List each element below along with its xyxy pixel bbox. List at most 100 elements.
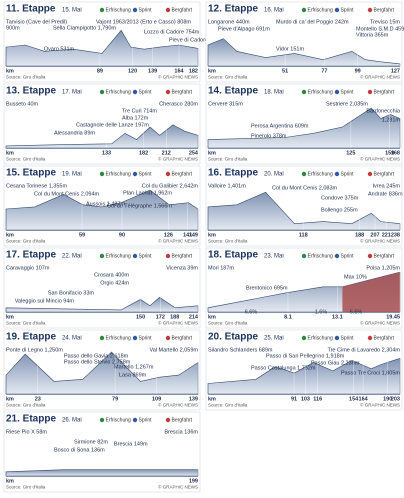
legend-icon xyxy=(132,335,138,341)
place-label: Col du Mont Cenis 2,083m xyxy=(272,185,338,191)
panel-bg xyxy=(205,1,403,83)
legend-icon xyxy=(334,335,340,341)
legend-label: Bergfahrt xyxy=(172,7,193,13)
km-label: km xyxy=(208,314,216,320)
credit: © GRAPHIC NEWS xyxy=(360,74,400,80)
km-label: km xyxy=(6,396,14,402)
legend-label: Sprint xyxy=(139,253,153,259)
legend-label: Sprint xyxy=(341,7,355,13)
legend-icon xyxy=(301,171,307,177)
place-label: Passo Giau 2,236m xyxy=(311,360,360,366)
credit: © GRAPHIC NEWS xyxy=(360,156,400,162)
stage-number: 14. Etappe xyxy=(208,86,258,97)
place-label: Vicenza 39m xyxy=(166,265,198,271)
stage-panel: 21. Etappe 26. Mai Erfrischung Sprint Bergfa… xyxy=(3,411,201,493)
place-label: Vittoria 365m xyxy=(356,32,389,38)
place-label: Crosara 400m xyxy=(94,272,129,278)
stage-date: 22. Mai xyxy=(62,254,82,260)
stage-date: 24. Mai xyxy=(62,336,82,342)
legend-icon xyxy=(99,335,105,341)
place-label: Cherasco 280m xyxy=(159,101,198,107)
place-label: Bollengo 255m xyxy=(321,207,358,213)
km-tick-label: 154 xyxy=(349,396,359,402)
panel-bg xyxy=(3,1,201,83)
km-tick-label: 164 xyxy=(359,396,369,402)
legend-icon xyxy=(99,171,105,177)
km-tick-label: 91 xyxy=(291,396,297,402)
km-tick-label: 212 xyxy=(162,150,171,156)
source: Source: Giro d'Italia xyxy=(6,157,46,162)
place-label: Col du Galibier 2,642m xyxy=(142,183,199,189)
source: Source: Giro d'Italia xyxy=(6,321,46,326)
place-label: Ivrea 245m xyxy=(372,183,400,189)
place-label: Pieve d'Alpago 691m xyxy=(218,26,270,32)
credit: © GRAPHIC NEWS xyxy=(360,402,400,408)
legend-label: Sprint xyxy=(139,417,153,423)
source: Source: Giro d'Italia xyxy=(6,75,46,80)
stage-date: 20. Mai xyxy=(264,172,284,178)
credit: © GRAPHIC NEWS xyxy=(158,320,198,326)
km-tick-label: 238 xyxy=(391,232,400,238)
legend-icon xyxy=(99,89,105,95)
stage-panel: 19. Etappe 24. Mai Erfrischung Sprint Bergfa… xyxy=(3,329,201,411)
place-label: Murdo di ca' del Poggio 242m xyxy=(276,19,349,25)
stage-panel: 11. Etappe 15. Mai Erfrischung Sprint Bergfa… xyxy=(3,1,224,83)
place-label: Martello 1,267m xyxy=(114,364,154,370)
place-label: Andrate 836m xyxy=(368,191,403,197)
place-label: Pieve di Cadore 881m xyxy=(169,37,224,43)
credit: © GRAPHIC NEWS xyxy=(360,238,400,244)
place-label: Castagnole delle Lanze 197m xyxy=(76,122,149,128)
legend-label: Erfrischung xyxy=(106,335,132,341)
place-label: Tarvisio (Cave del Predil) xyxy=(6,19,67,25)
legend-label: Sprint xyxy=(139,335,153,341)
credit: © GRAPHIC NEWS xyxy=(158,74,198,80)
place-label: Ovaro 531m xyxy=(44,46,75,52)
legend-icon xyxy=(301,7,307,13)
place-label: Caravaggio 107m xyxy=(6,265,50,271)
place-label: Aussois 1,487m xyxy=(86,201,126,207)
km-tick-label: 207 xyxy=(370,232,379,238)
stage-date: 16. Mai xyxy=(264,8,284,14)
source: Source: Giro d'Italia xyxy=(208,157,248,162)
panel-bg xyxy=(3,411,201,493)
stage-number: 11. Etappe xyxy=(6,4,56,15)
legend-icon xyxy=(334,7,340,13)
legend-icon xyxy=(334,253,340,259)
stage-number: 16. Etappe xyxy=(208,168,258,179)
km-tick-label: 188 xyxy=(355,232,364,238)
km-tick-label: 190 xyxy=(383,396,392,402)
legend-icon xyxy=(165,7,171,13)
source: Source: Giro d'Italia xyxy=(208,403,248,408)
credit: © GRAPHIC NEWS xyxy=(360,320,400,326)
km-tick-label: 203 xyxy=(391,396,400,402)
legend-label: Bergfahrt xyxy=(374,335,395,341)
place-label: Cesana Torinese 1,355m xyxy=(6,183,67,189)
stage-date: 17. Mai xyxy=(62,90,82,96)
stage-panel: 13. Etappe 17. Mai Erfrischung Sprint Bergfa… xyxy=(3,83,201,165)
stage-date: 15. Mai xyxy=(62,8,82,14)
place-label: Bardonecchia xyxy=(366,108,401,114)
legend-icon xyxy=(334,171,340,177)
elevation-profile xyxy=(5,29,199,67)
legend-label: Erfrischung xyxy=(308,253,334,259)
km-tick-label: 139 xyxy=(189,396,198,402)
legend-icon xyxy=(301,335,307,341)
legend-icon xyxy=(165,417,171,423)
place-label: Lozzo di Cadore 754m xyxy=(144,29,200,35)
stage-panel: 14. Etappe 18. Mai Erfrischung Sprint Bergfa… xyxy=(205,83,403,165)
km-label: km xyxy=(208,150,216,156)
place-label: 900m xyxy=(6,25,20,31)
stage-panel: 17. Etappe 22. Mai Erfrischung Sprint Bergfa… xyxy=(3,247,201,329)
km-tick-label: 214 xyxy=(189,314,199,320)
km-tick-label: 141 xyxy=(183,232,192,238)
stage-date: 26. Mai xyxy=(62,418,82,424)
place-label: Passo dello Stelvio 2,758m xyxy=(64,359,131,365)
km-tick-label: 159 xyxy=(385,150,394,156)
place-label: Valeggio sul Mincio 94m xyxy=(15,298,75,304)
legend-icon xyxy=(165,89,171,95)
km-tick-label: 149 xyxy=(189,232,198,238)
place-label: Tre Cime di Lavaredo 2,304m xyxy=(327,347,400,353)
stage-panel: 18. Etappe 23. Mai Erfrischung Sprint Bergfa… xyxy=(205,247,403,329)
km-tick-label: 127 xyxy=(391,68,400,74)
